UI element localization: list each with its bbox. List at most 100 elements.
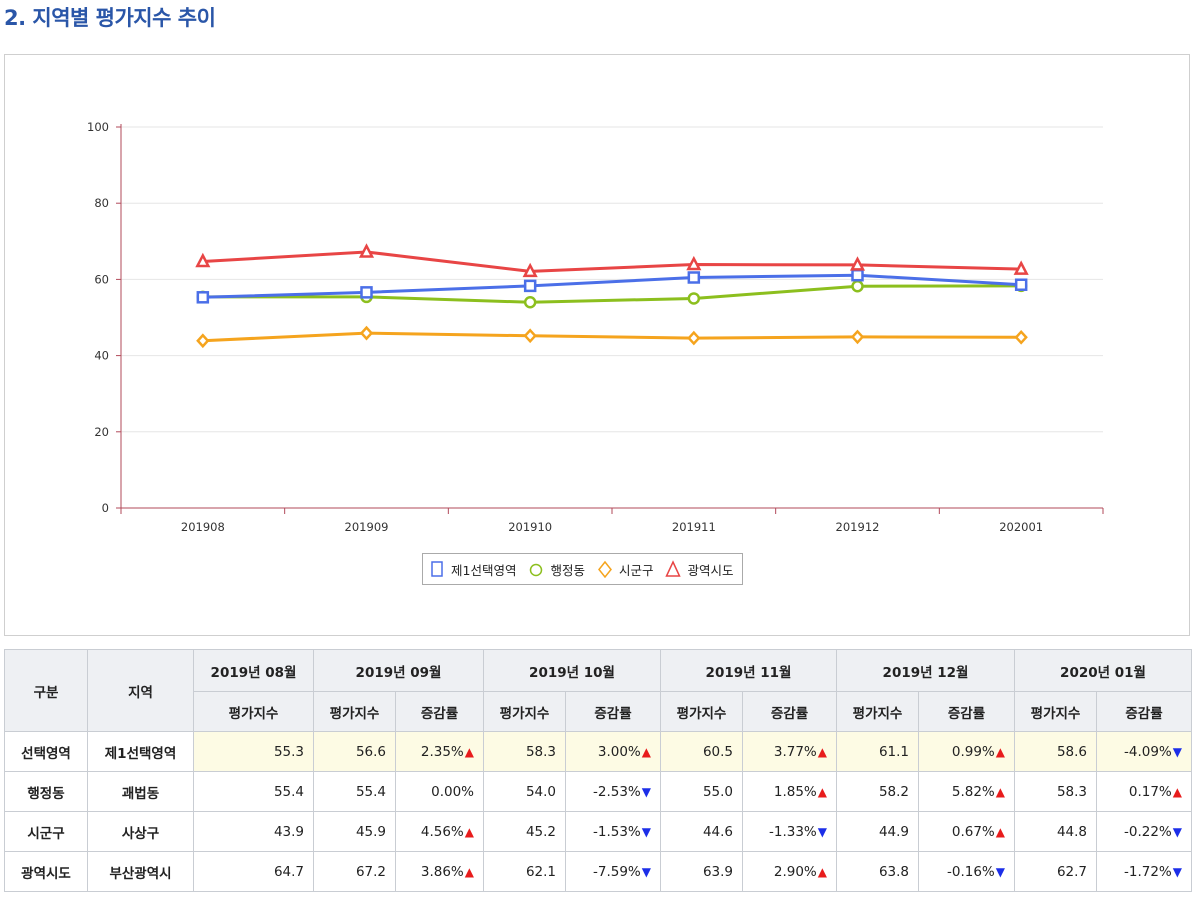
index-cell: 45.2 [483, 811, 566, 852]
x-tick-label: 201910 [508, 520, 552, 534]
rate-value: -4.09% [1124, 743, 1172, 760]
rate-value: -0.16% [947, 863, 995, 880]
rate-cell: -2.53%▼ [565, 771, 661, 812]
header-index: 평가지수 [836, 691, 919, 732]
header-index: 평가지수 [193, 691, 314, 732]
series-line [202, 284, 1022, 304]
header-index: 평가지수 [660, 691, 743, 732]
x-tick-label: 202001 [999, 520, 1043, 534]
arrow-down-icon: ▼ [641, 784, 651, 799]
rate-value: 1.85% [773, 783, 817, 800]
diamond-marker-icon [598, 560, 612, 578]
header-rate: 증감률 [918, 691, 1015, 732]
legend-item[interactable]: 제1선택영역 [429, 560, 516, 579]
rate-cell: -1.53%▼ [565, 811, 661, 852]
series-line [202, 331, 1022, 343]
legend-label: 시군구 [618, 562, 654, 578]
arrow-up-icon: ▲ [464, 744, 474, 759]
circle-marker-icon [530, 563, 543, 577]
data-point [851, 280, 864, 293]
index-cell: 58.6 [1014, 731, 1097, 772]
index-cell: 56.6 [313, 731, 396, 772]
header-rate: 증감률 [565, 691, 661, 732]
data-point [359, 325, 374, 341]
rate-value: 5.82% [951, 783, 995, 800]
table-row: 시군구 사상구 43.9 45.9 4.56%▲ 45.2 -1.53%▼ 44.6 -1.33… [4, 811, 1192, 852]
data-point [523, 279, 537, 293]
index-cell: 45.9 [313, 811, 396, 852]
rate-value: -2.53% [593, 783, 641, 800]
index-cell: 55.4 [193, 771, 314, 812]
rate-cell: 2.35%▲ [395, 731, 484, 772]
rate-value: 4.56% [420, 823, 464, 840]
arrow-up-icon: ▲ [995, 824, 1005, 839]
header-month: 2020년 01월 [1014, 649, 1192, 692]
x-tick-label: 201909 [345, 520, 389, 534]
rate-cell: 3.86%▲ [395, 851, 484, 892]
x-tick-label: 201912 [836, 520, 880, 534]
index-cell: 58.3 [1014, 771, 1097, 812]
rate-value: 3.77% [773, 743, 817, 760]
index-cell: 63.8 [836, 851, 919, 892]
table-row: 광역시도 부산광역시 64.7 67.2 3.86%▲ 62.1 -7.59%▼ 63.9 2.… [4, 851, 1192, 892]
header-month: 2019년 10월 [483, 649, 661, 692]
rate-value: -1.33% [769, 823, 817, 840]
arrow-up-icon: ▲ [1172, 784, 1182, 799]
header-month: 2019년 11월 [660, 649, 837, 692]
rate-value: 0.99% [951, 743, 995, 760]
header-region: 지역 [87, 649, 194, 732]
header-index: 평가지수 [483, 691, 566, 732]
header-month: 2019년 09월 [313, 649, 484, 692]
legend-label: 행정동 [550, 562, 585, 578]
row-category: 선택영역 [4, 731, 88, 772]
x-tick-label: 201908 [181, 520, 225, 534]
header-category: 구분 [4, 649, 88, 732]
index-cell: 44.6 [660, 811, 743, 852]
rate-value: 3.00% [597, 743, 641, 760]
data-point [522, 262, 538, 278]
rate-value: -1.53% [593, 823, 641, 840]
legend-item[interactable]: 광역시도 [665, 560, 734, 579]
arrow-down-icon: ▼ [641, 824, 651, 839]
row-region: 사상구 [87, 811, 194, 852]
rate-cell: 3.00%▲ [565, 731, 661, 772]
rate-cell: -0.16%▼ [918, 851, 1015, 892]
index-cell: 60.5 [660, 731, 743, 772]
y-tick-label: 40 [94, 349, 109, 363]
row-category: 행정동 [4, 771, 88, 812]
legend-item[interactable]: 행정동 [528, 560, 585, 579]
data-point [523, 296, 537, 309]
rate-value: -0.22% [1124, 823, 1172, 840]
data-point [1013, 260, 1029, 275]
header-month: 2019년 08월 [193, 649, 314, 692]
data-point [687, 330, 701, 346]
rate-cell: -7.59%▼ [565, 851, 661, 892]
rate-cell: 0.17%▲ [1096, 771, 1192, 812]
data-point [360, 286, 373, 299]
row-region: 괘법동 [87, 771, 194, 812]
rate-cell: -1.72%▼ [1096, 851, 1192, 892]
data-point [195, 252, 211, 268]
arrow-up-icon: ▲ [817, 744, 827, 759]
arrow-down-icon: ▼ [1172, 864, 1182, 879]
series-line [202, 273, 1022, 299]
data-point [196, 291, 210, 304]
triangle-marker-icon [665, 560, 682, 577]
header-index: 평가지수 [1014, 691, 1097, 732]
data-point [358, 243, 375, 258]
row-category: 광역시도 [4, 851, 88, 892]
legend-item[interactable]: 시군구 [597, 560, 654, 579]
index-table: 구분 지역 2019년 08월 2019년 09월 2019년 10월 2019년 1… [4, 649, 1192, 892]
arrow-down-icon: ▼ [817, 824, 827, 839]
index-cell: 63.9 [660, 851, 743, 892]
y-tick-label: 80 [94, 196, 109, 210]
rate-cell: 1.85%▲ [742, 771, 837, 812]
index-cell: 67.2 [313, 851, 396, 892]
index-cell: 44.9 [836, 811, 919, 852]
rate-cell: -1.33%▼ [742, 811, 837, 852]
index-cell: 64.7 [193, 851, 314, 892]
index-cell: 44.8 [1014, 811, 1097, 852]
header-rate: 증감률 [395, 691, 484, 732]
index-cell: 61.1 [836, 731, 919, 772]
rate-cell: 3.77%▲ [742, 731, 837, 772]
